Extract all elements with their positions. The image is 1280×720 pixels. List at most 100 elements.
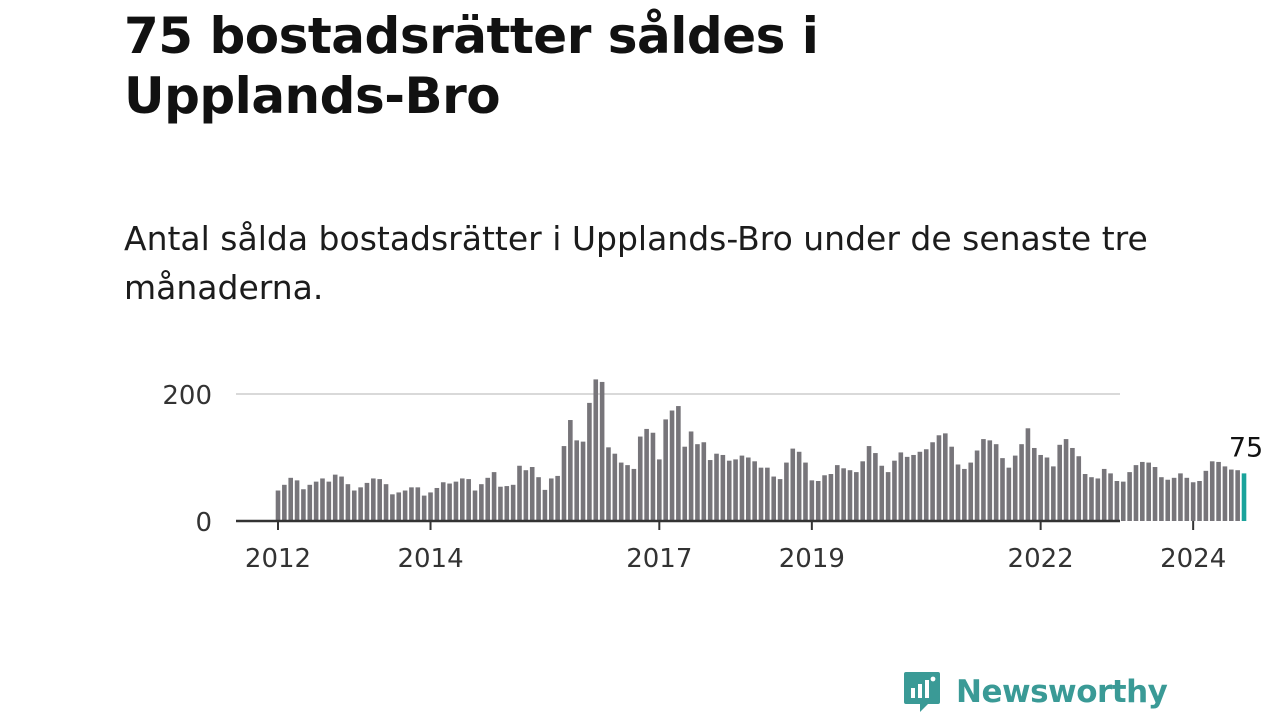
bar	[936, 435, 942, 521]
bar	[485, 477, 491, 521]
bar	[1038, 454, 1043, 521]
bar	[1235, 470, 1240, 521]
bar	[326, 481, 332, 521]
bar	[1089, 477, 1094, 521]
bar	[1101, 468, 1107, 521]
x-tick-label: 2012	[245, 544, 311, 574]
bar	[307, 484, 313, 521]
bar	[898, 452, 904, 521]
bar	[1197, 481, 1202, 521]
bar	[663, 419, 668, 521]
bar	[288, 477, 294, 521]
bar	[1051, 466, 1056, 521]
bar	[498, 486, 503, 521]
highlight-value-label: 75	[1229, 432, 1263, 463]
bar	[815, 481, 821, 521]
bar	[834, 465, 840, 521]
bar	[1082, 474, 1088, 521]
bar	[409, 487, 414, 521]
bar	[472, 490, 478, 521]
bar	[631, 468, 637, 521]
bar	[904, 456, 910, 521]
bar	[313, 481, 319, 521]
bar	[968, 462, 974, 521]
bar	[606, 447, 611, 521]
chart-subtitle: Antal sålda bostadsrätter i Upplands-Bro…	[124, 219, 1148, 307]
bar	[364, 482, 370, 521]
bar	[504, 486, 510, 521]
bar	[1140, 461, 1145, 521]
y-tick-label: 0	[195, 508, 212, 538]
bar	[1178, 473, 1183, 522]
bar	[879, 465, 885, 521]
chart-title: 75 bostadsrätter såldes i Upplands-Bro	[124, 7, 819, 125]
bar	[548, 478, 554, 521]
bar	[1070, 447, 1075, 521]
bar	[695, 444, 700, 521]
bar	[345, 484, 351, 521]
bar	[574, 440, 579, 521]
bar	[396, 492, 402, 521]
x-tick-label: 2024	[1160, 544, 1226, 574]
bar	[726, 460, 732, 521]
bar	[993, 444, 999, 521]
bar	[542, 489, 548, 521]
bar	[923, 449, 929, 521]
bar	[1203, 470, 1209, 521]
bar	[930, 442, 935, 521]
bar	[1190, 482, 1196, 521]
x-tick-label: 2019	[779, 544, 845, 574]
bar	[784, 462, 789, 521]
bar	[1133, 465, 1139, 521]
bar	[402, 490, 408, 521]
bar	[720, 454, 726, 521]
bar	[866, 446, 872, 521]
bar	[669, 410, 675, 521]
bar	[828, 474, 834, 521]
bar	[809, 480, 815, 521]
bar	[555, 475, 560, 521]
bar	[790, 448, 796, 521]
bar	[593, 379, 599, 521]
bar	[676, 406, 681, 521]
bar	[371, 478, 376, 521]
bar	[1000, 458, 1005, 521]
bar	[962, 468, 967, 521]
bar	[841, 468, 846, 521]
bar	[688, 431, 694, 521]
bar	[714, 453, 719, 521]
bar	[1152, 467, 1158, 521]
bar	[943, 433, 948, 521]
bar	[745, 457, 751, 521]
bar	[282, 484, 287, 521]
x-tick-label: 2022	[1008, 544, 1074, 574]
bar	[599, 381, 605, 521]
x-tick-label: 2014	[397, 544, 463, 574]
bar	[892, 460, 897, 521]
bar	[854, 472, 859, 521]
newsworthy-logo: Newsworthy	[902, 670, 1168, 714]
bar	[1114, 481, 1120, 521]
bar	[637, 436, 643, 521]
bar	[358, 487, 363, 521]
bar	[339, 476, 344, 521]
bar	[491, 472, 497, 521]
bar	[517, 465, 522, 521]
bar	[650, 432, 656, 521]
bar	[1095, 478, 1101, 521]
bar	[847, 470, 853, 521]
bar	[860, 461, 865, 521]
bar	[822, 475, 827, 521]
bar	[428, 492, 433, 521]
bar	[1012, 455, 1018, 521]
bar	[796, 451, 802, 521]
bar	[765, 467, 770, 521]
bar	[332, 474, 338, 521]
bar	[1108, 473, 1113, 522]
bar	[466, 479, 471, 521]
bar	[618, 462, 624, 521]
highlighted-bar	[1241, 473, 1247, 522]
bar	[1171, 477, 1177, 521]
bar	[561, 446, 567, 521]
